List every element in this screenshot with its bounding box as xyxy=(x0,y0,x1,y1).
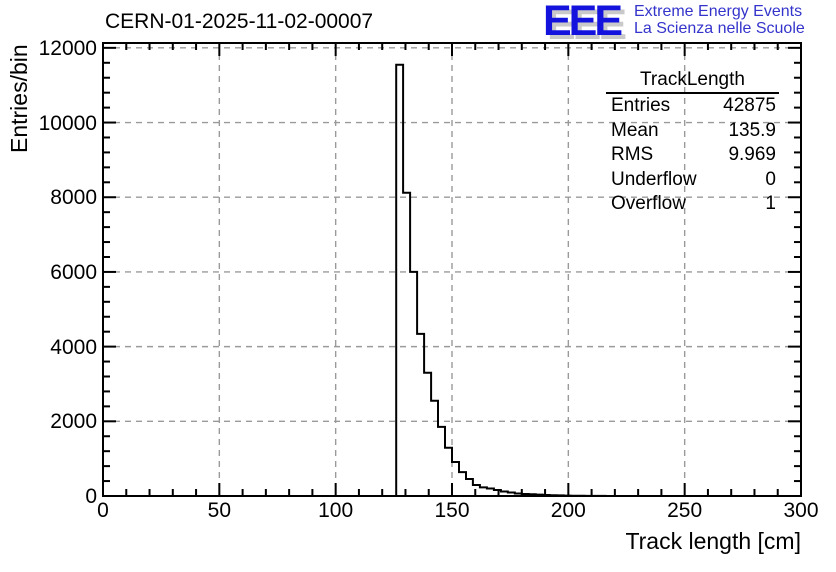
stats-value: 42875 xyxy=(723,95,776,116)
stats-box: TrackLength Entries 42875 Mean 135.9 RMS 9.96… xyxy=(606,68,779,217)
stats-title: TrackLength xyxy=(606,68,779,94)
plot-title: CERN-01-2025-11-02-00007 xyxy=(105,10,374,33)
stats-label: Mean xyxy=(611,119,659,141)
stats-label: RMS xyxy=(611,144,654,165)
plot-frame xyxy=(102,42,802,497)
axis-tick-marks xyxy=(102,43,802,497)
logo-text: Extreme Energy Events La Scienza nelle S… xyxy=(634,3,805,37)
stats-value: 135.9 xyxy=(728,119,776,141)
stats-label: Underflow xyxy=(611,168,697,190)
logo-line-1: Extreme Energy Events xyxy=(634,3,803,20)
eee-logo-icon: EEE xyxy=(543,0,623,45)
stats-row: Entries 42875 xyxy=(606,94,779,119)
grid-lines xyxy=(103,43,801,496)
y-axis-title: Entries/bin xyxy=(6,44,32,153)
stats-value: 1 xyxy=(765,193,776,214)
stats-value: 0 xyxy=(765,168,776,190)
stats-row: Overflow 1 xyxy=(606,192,779,217)
stats-row: Underflow 0 xyxy=(606,168,779,193)
stats-value: 9.969 xyxy=(728,144,776,165)
stats-row: RMS 9.969 xyxy=(606,143,779,168)
logo-line-2: La Scienza nelle Scuole xyxy=(634,19,805,37)
stats-row: Mean 135.9 xyxy=(606,119,779,144)
stats-label: Entries xyxy=(611,95,671,116)
x-axis-title: Track length [cm] xyxy=(625,528,801,554)
stats-rows: Entries 42875 Mean 135.9 RMS 9.969 Underflow 0 O… xyxy=(606,94,779,217)
stats-label: Overflow xyxy=(611,193,686,214)
